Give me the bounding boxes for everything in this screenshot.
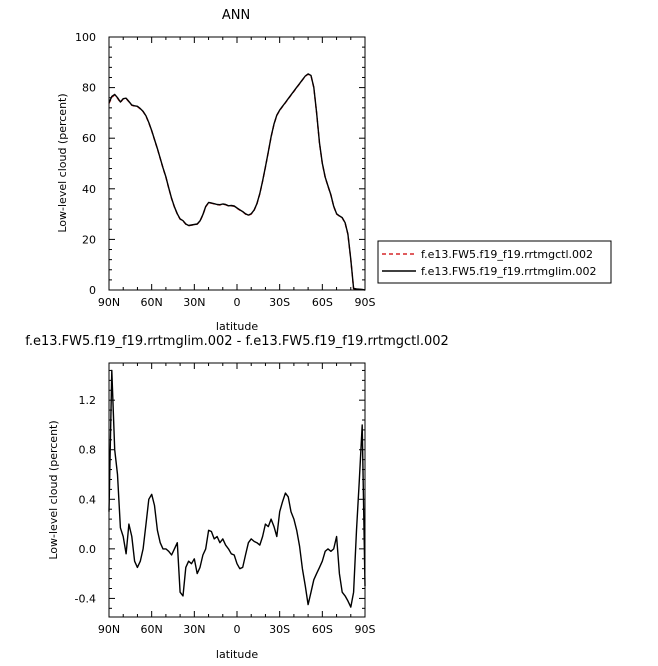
- y-tick-label: 20: [82, 233, 96, 246]
- chart-top-plot-frame: [108, 36, 366, 291]
- x-tick-label: 60S: [312, 623, 333, 636]
- x-tick-label: 60S: [312, 296, 333, 309]
- chart-top-ticks: 90N 60N 30N 0 30S 60S 90S 0 20 40 60 80 100: [75, 31, 376, 309]
- y-tick-label: 0.8: [79, 444, 97, 457]
- y-tick-label: 100: [75, 31, 96, 44]
- x-tick-label: 30S: [269, 296, 290, 309]
- y-tick-label: 80: [82, 82, 96, 95]
- chart-bottom: f.e13.FW5.f19_f19.rrtmglim.002 - f.e13.F…: [25, 334, 449, 661]
- y-tick-label: 60: [82, 132, 96, 145]
- chart-top-title: ANN: [222, 8, 250, 23]
- legend-label-lim: f.e13.FW5.f19_f19.rrtmglim.002: [421, 265, 596, 278]
- x-tick-label: 60N: [141, 296, 163, 309]
- y-tick-label: -0.4: [75, 592, 96, 605]
- chart-bottom-plot-frame: [108, 362, 366, 618]
- x-tick-label: 90S: [355, 623, 376, 636]
- x-tick-label: 90S: [355, 296, 376, 309]
- x-tick-label: 90N: [98, 623, 120, 636]
- chart-bottom-series-group: [108, 369, 366, 608]
- series-line-0-1: [108, 73, 366, 291]
- chart-bottom-ticks: 90N 60N 30N 0 30S 60S 90S -0.4 0.0 0.4 0.8 1.2: [75, 363, 376, 636]
- y-tick-label: 40: [82, 183, 96, 196]
- x-tick-label: 90N: [98, 296, 120, 309]
- legend-frame: [377, 240, 612, 284]
- y-tick-label: 0: [89, 284, 96, 297]
- chart-bottom-ylabel: Low-level cloud (percent): [47, 420, 60, 559]
- chart-bottom-title: f.e13.FW5.f19_f19.rrtmglim.002 - f.e13.F…: [25, 334, 449, 349]
- chart-top: ANN 90N 60N 30N 0 30S 60S 90S 0 20 40 60 80 100 lati…: [56, 8, 612, 333]
- y-tick-label: 0.0: [79, 543, 97, 556]
- chart-top-legend: f.e13.FW5.f19_f19.rrtmgctl.002 f.e13.FW5…: [377, 240, 612, 284]
- y-tick-label: 1.2: [79, 394, 97, 407]
- y-tick-label: 0.4: [79, 493, 97, 506]
- x-tick-label: 30N: [183, 296, 205, 309]
- chart-top-ylabel: Low-level cloud (percent): [56, 93, 69, 232]
- x-tick-label: 0: [234, 296, 241, 309]
- chart-top-series-group: [108, 73, 366, 291]
- series-line-1-0: [108, 369, 366, 608]
- chart-bottom-xlabel: latitude: [216, 648, 258, 661]
- x-tick-label: 30N: [183, 623, 205, 636]
- chart-top-xlabel: latitude: [216, 320, 258, 333]
- x-tick-label: 60N: [141, 623, 163, 636]
- legend-label-ctl: f.e13.FW5.f19_f19.rrtmgctl.002: [421, 248, 593, 261]
- x-tick-label: 0: [234, 623, 241, 636]
- x-tick-label: 30S: [269, 623, 290, 636]
